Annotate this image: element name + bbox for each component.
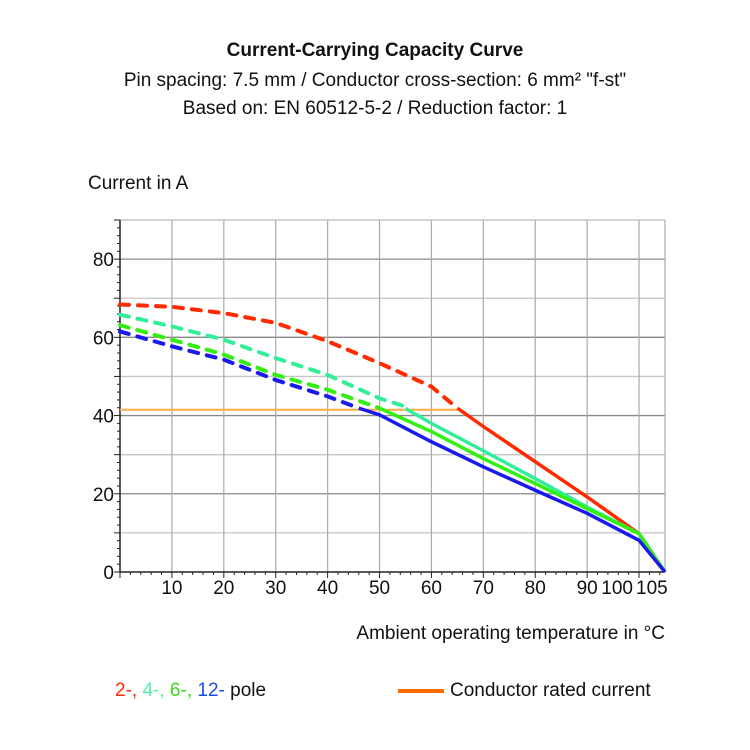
x-tick-label: 10 (161, 578, 182, 599)
legend-rated-label: Conductor rated current (450, 680, 651, 701)
series-12-pole-solid (358, 406, 667, 574)
series-6-pole-dashed (118, 323, 382, 411)
x-tick-label: 50 (369, 578, 390, 599)
y-tick-label: 40 (93, 407, 114, 428)
y-tick-label: 0 (103, 563, 114, 584)
x-tick-label: 100 (601, 578, 633, 599)
x-tick-label: 90 (577, 578, 598, 599)
x-tick-label: 30 (265, 578, 286, 599)
x-axis-label: Ambient operating temperature in °C (356, 623, 665, 644)
chart-subtitle-1: Pin spacing: 7.5 mm / Conductor cross-se… (123, 70, 627, 91)
x-tick-label: 80 (525, 578, 546, 599)
series-6-pole-solid (378, 406, 667, 573)
legend-pole-6: 6-, (164, 680, 193, 701)
legend-pole-12: 12- (192, 680, 225, 701)
legend-pole-2: 2-, (115, 680, 138, 701)
chart-title: Current-Carrying Capacity Curve (226, 40, 524, 61)
y-tick-label: 60 (93, 328, 114, 349)
y-tick-label: 20 (93, 485, 114, 506)
x-tick-label: 70 (473, 578, 494, 599)
series-2-pole-dashed (118, 302, 460, 411)
legend-rated-current: Conductor rated current (398, 680, 651, 702)
chart-subtitle-2: Based on: EN 60512-5-2 / Reduction facto… (182, 98, 568, 119)
legend-pole-4: 4-, (137, 680, 165, 701)
legend-poles: 2-, 4-, 6-, 12- pole (115, 680, 266, 702)
x-tick-label: 105 (636, 578, 668, 599)
x-tick-label: 40 (317, 578, 338, 599)
series-2-pole-solid (456, 406, 667, 573)
x-tick-label: 20 (213, 578, 234, 599)
legend-rated-swatch (398, 689, 444, 693)
y-tick-label: 80 (93, 250, 114, 271)
y-axis-label: Current in A (88, 173, 189, 194)
series-4-pole-dashed (118, 312, 408, 409)
x-tick-label: 60 (421, 578, 442, 599)
legend-pole-suffix: pole (224, 680, 267, 701)
series-12-pole-dashed (118, 329, 361, 411)
